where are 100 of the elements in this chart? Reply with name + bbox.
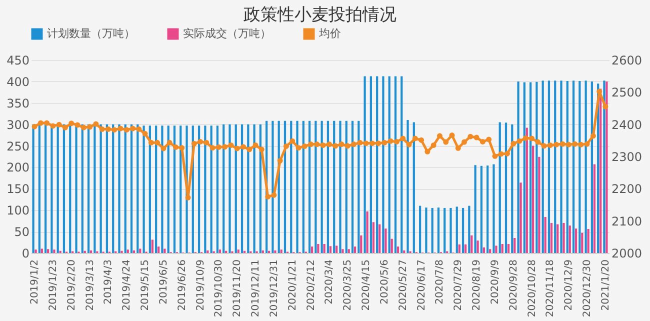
bar (418, 206, 422, 253)
bar (139, 248, 142, 253)
bar (310, 246, 314, 253)
x-tick-label: 2019/1/2 (30, 260, 41, 304)
bar (437, 208, 440, 253)
y2-tick-label: 2200 (612, 182, 642, 196)
bar (164, 248, 166, 253)
x-tick-label: 2020/4/15 (361, 260, 372, 311)
bar (396, 246, 400, 253)
bar (354, 246, 356, 253)
bar (280, 250, 282, 253)
bar (206, 250, 209, 253)
bar (480, 166, 482, 253)
x-tick-label: 2020/3/25 (342, 260, 354, 311)
bar (587, 228, 590, 253)
bar (514, 238, 516, 253)
bar (425, 208, 428, 253)
bar (403, 250, 406, 253)
y-tick-label: 50 (14, 225, 30, 240)
bar (568, 226, 571, 253)
bar (158, 246, 160, 253)
x-tick-label: 2020/5/27 (398, 260, 409, 311)
y-tick-label: 0 (22, 246, 30, 260)
bar (444, 208, 446, 253)
bar (520, 182, 522, 253)
x-tick-label: 2020/3/4 (324, 260, 336, 304)
x-tick-label: 2020/7/8 (434, 260, 446, 304)
y2-tick-label: 2500 (612, 86, 642, 100)
x-tick-label: 2020/11/18 (545, 260, 556, 318)
bar (550, 222, 553, 253)
x-tick-label: 2019/6/26 (176, 260, 188, 311)
legend-label: 实际成交（万吨） (183, 27, 271, 40)
x-tick-label: 2020/6/17 (416, 260, 428, 311)
y-tick-label: 450 (6, 54, 30, 68)
y-tick-label: 400 (6, 74, 30, 89)
x-tick-label: 2019/10/30 (214, 260, 225, 318)
bar (574, 228, 578, 253)
bar (482, 247, 485, 253)
bar (323, 244, 326, 253)
bar (372, 222, 374, 253)
bar (46, 249, 50, 253)
bar (562, 222, 565, 253)
x-tick-label: 2019/12/11 (250, 260, 262, 318)
x-tick-label: 2020/9/28 (508, 260, 520, 311)
x-tick-label: 2020/8/19 (472, 260, 483, 311)
bar (450, 208, 452, 253)
bar (34, 250, 37, 253)
bar (593, 164, 596, 253)
y2-tick-label: 2100 (612, 214, 642, 228)
bar (486, 166, 489, 253)
bar (474, 165, 476, 253)
bar (470, 235, 473, 253)
bar (581, 232, 584, 253)
x-tick-label: 2020/5/6 (379, 260, 390, 304)
bar (489, 249, 492, 253)
bar (274, 250, 276, 253)
y-tick-label: 350 (6, 96, 30, 110)
x-tick-label: 2019/10/9 (195, 260, 206, 311)
bar (476, 240, 479, 253)
bar (538, 156, 540, 253)
y2-tick-label: 2600 (612, 54, 642, 68)
legend-label: 计划数量（万吨） (47, 27, 135, 40)
x-tick-label: 2020/7/29 (453, 260, 464, 311)
y-tick-label: 100 (6, 204, 30, 218)
y-tick-label: 200 (6, 160, 30, 175)
bar (366, 211, 368, 253)
bar (317, 244, 320, 253)
bar (556, 224, 559, 253)
bar (495, 246, 498, 253)
bar (40, 248, 43, 253)
bar (532, 146, 534, 253)
bar (458, 244, 460, 253)
bar (329, 246, 332, 253)
x-tick-label: 2020/12/30 (582, 260, 594, 318)
x-tick-label: 2019/1/23 (48, 260, 59, 311)
bar (151, 240, 154, 253)
bar (378, 224, 381, 253)
bar (132, 250, 136, 253)
x-tick-label: 2020/1/21 (287, 260, 298, 311)
y2-tick-label: 2300 (612, 150, 642, 164)
x-tick-label: 2019/12/31 (268, 260, 280, 318)
x-tick-label: 2019/3/13 (84, 260, 96, 311)
x-tick-label: 2020/9/9 (490, 260, 501, 304)
bar (218, 250, 222, 253)
x-tick-label: 2020/10/28 (526, 260, 538, 318)
x-tick-label: 2021/1/20 (600, 260, 612, 311)
bar (262, 250, 264, 253)
bar (348, 249, 350, 253)
x-tick-label: 2020/2/12 (306, 260, 317, 311)
y2-tick-label: 2000 (612, 246, 642, 260)
bar (336, 246, 338, 253)
bar (237, 250, 240, 253)
bar (360, 235, 362, 253)
bar (501, 244, 504, 253)
bar (507, 244, 510, 253)
bar (53, 250, 56, 253)
bar (126, 250, 129, 253)
x-tick-label: 2020/12/9 (564, 260, 575, 311)
bar (431, 208, 434, 253)
x-tick-label: 2019/11/20 (232, 260, 244, 318)
